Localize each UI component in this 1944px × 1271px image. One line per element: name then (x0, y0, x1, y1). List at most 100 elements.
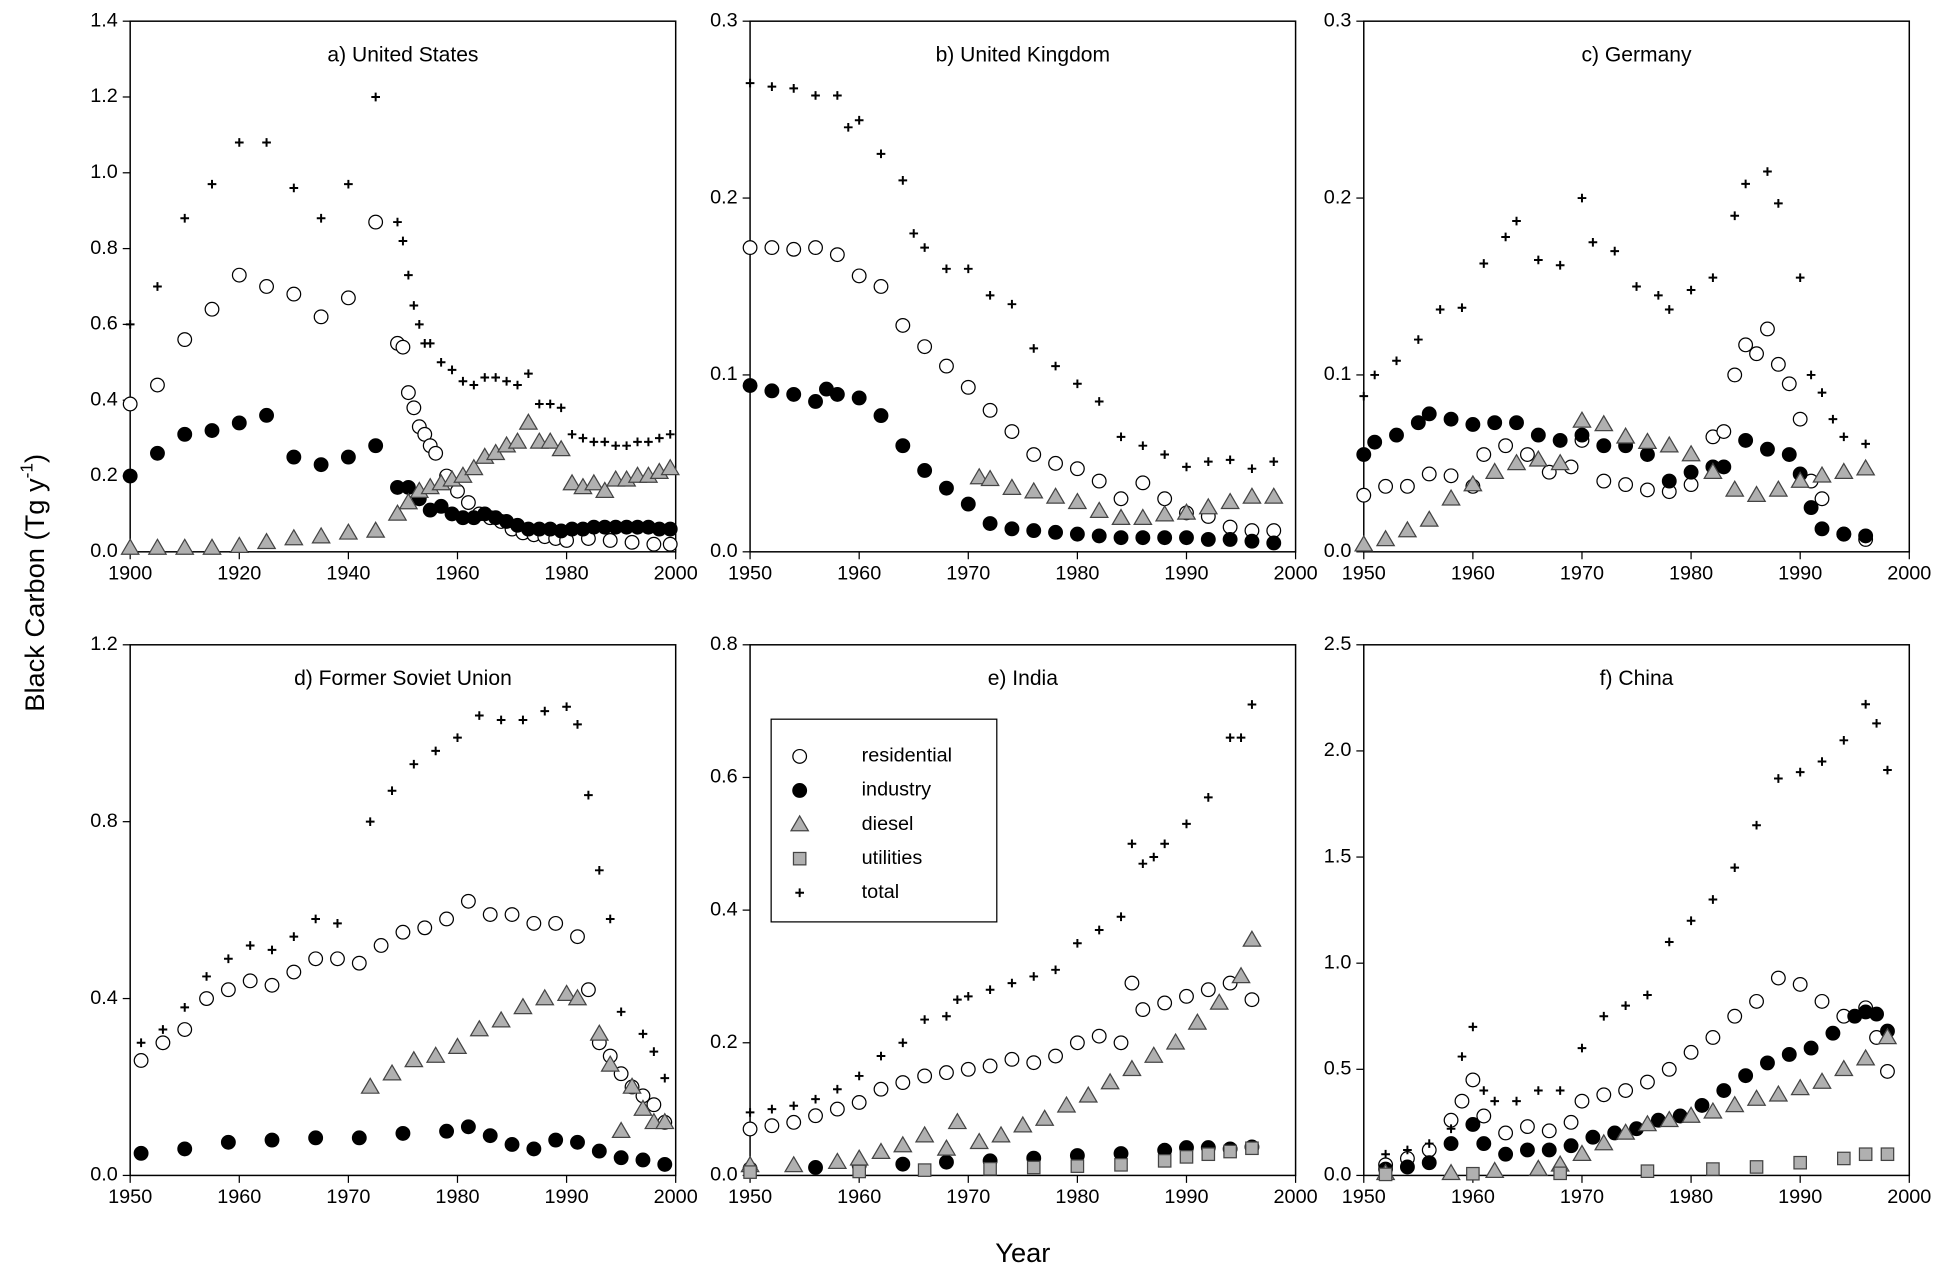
marker (895, 1075, 911, 1091)
marker (1026, 1055, 1042, 1071)
marker (1465, 417, 1481, 432)
marker (1694, 1097, 1710, 1113)
marker (231, 415, 247, 431)
marker (1501, 232, 1510, 242)
marker (1200, 531, 1216, 547)
marker (447, 1037, 468, 1055)
marker (180, 213, 190, 223)
x-tick-label: 1960 (1451, 562, 1495, 584)
marker (786, 241, 802, 257)
marker (1790, 1078, 1810, 1096)
marker (1078, 1085, 1099, 1103)
marker (1533, 1086, 1543, 1095)
marker (1116, 432, 1126, 442)
marker (1640, 1074, 1655, 1090)
marker (573, 720, 582, 729)
marker (895, 317, 911, 333)
marker (439, 1123, 455, 1139)
x-tick-label: 2000 (1887, 1186, 1931, 1208)
marker (1463, 474, 1483, 492)
marker (1512, 216, 1521, 226)
marker (635, 1152, 651, 1168)
marker (644, 437, 653, 447)
marker (1806, 370, 1816, 380)
marker (898, 1038, 908, 1048)
marker (1045, 487, 1066, 504)
y-tick-label: 0.4 (90, 388, 118, 410)
marker (633, 437, 642, 447)
marker (1203, 793, 1213, 802)
marker (1637, 432, 1658, 449)
marker (180, 1003, 190, 1012)
marker (1127, 839, 1137, 849)
marker (1111, 508, 1131, 526)
marker (204, 301, 220, 317)
marker (1795, 767, 1805, 777)
marker (1572, 1144, 1592, 1162)
marker (1419, 510, 1439, 527)
marker (1519, 1119, 1535, 1135)
marker (1375, 529, 1396, 547)
y-tick-label: 0.8 (90, 810, 118, 832)
marker (1858, 528, 1874, 544)
marker (1880, 1063, 1895, 1079)
marker (1596, 438, 1612, 454)
y-tick-label: 0.4 (90, 987, 118, 1009)
marker (1834, 1059, 1854, 1077)
marker (526, 915, 542, 931)
marker (1203, 457, 1213, 466)
marker (1479, 1086, 1489, 1095)
marker (242, 973, 258, 989)
marker (1443, 468, 1459, 484)
marker (764, 240, 780, 256)
marker (1244, 533, 1260, 549)
marker (595, 481, 615, 498)
marker (311, 526, 331, 544)
marker (939, 480, 954, 496)
marker (654, 433, 664, 443)
marker (1266, 523, 1282, 539)
y-tick-label: 0.0 (90, 1164, 118, 1186)
marker (1861, 439, 1870, 449)
x-tick-label: 1990 (1778, 1186, 1822, 1208)
x-tick-label: 1950 (1342, 1186, 1386, 1208)
marker (1596, 473, 1612, 489)
marker (1091, 1028, 1107, 1044)
marker (1004, 521, 1020, 537)
marker (786, 1114, 802, 1130)
x-tick-label: 1960 (217, 1186, 261, 1208)
marker (1247, 700, 1257, 709)
marker (1424, 1139, 1434, 1148)
marker (1683, 1044, 1699, 1060)
y-label-text: Black Carbon (Tg y (19, 478, 50, 712)
marker (611, 1121, 631, 1139)
marker (482, 1128, 498, 1144)
marker (1135, 530, 1151, 546)
marker (1122, 1059, 1142, 1077)
marker (224, 954, 233, 964)
marker (1872, 718, 1881, 728)
marker (745, 1108, 755, 1117)
marker (234, 138, 244, 147)
marker (960, 1061, 976, 1077)
marker (482, 907, 498, 922)
marker (1727, 367, 1743, 383)
marker (1814, 491, 1830, 507)
marker (1113, 491, 1129, 507)
marker (344, 179, 353, 189)
marker (1770, 356, 1786, 372)
marker (646, 536, 662, 552)
marker (259, 279, 274, 294)
marker (1594, 1133, 1614, 1151)
marker (1790, 471, 1810, 488)
y-tick-label: 0.6 (90, 313, 118, 335)
marker (1026, 523, 1042, 539)
x-tick-label: 1990 (545, 1186, 589, 1208)
marker (843, 122, 853, 132)
y-tick-label: 0.3 (1324, 9, 1352, 31)
marker (406, 400, 422, 416)
marker (1242, 487, 1262, 504)
panel-title: e) India (988, 667, 1059, 690)
marker (1768, 1084, 1789, 1102)
marker (1023, 481, 1044, 499)
